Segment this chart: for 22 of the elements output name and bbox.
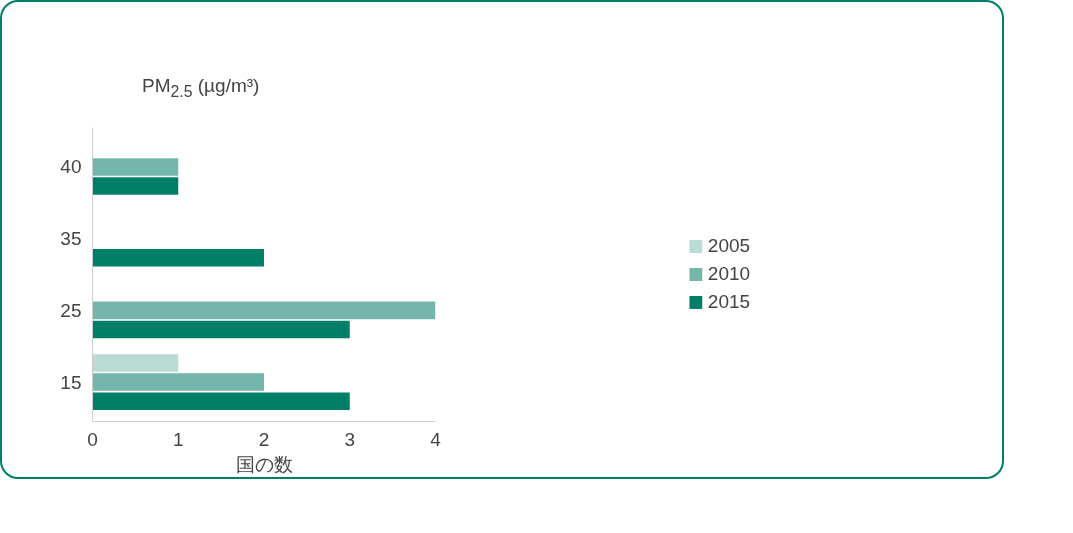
y-axis-title: PM$_{2.5}$ (µg/m³) <box>142 74 260 102</box>
y-tick-label: 40 <box>60 156 82 178</box>
x-tick-label: 0 <box>87 428 98 450</box>
x-tick-label: 4 <box>430 428 442 450</box>
bar <box>92 392 350 410</box>
bar <box>92 301 436 320</box>
legend-label: 2005 <box>707 235 751 257</box>
y-tick-label: 35 <box>60 228 82 250</box>
bar <box>92 320 350 339</box>
legend-label: 2015 <box>707 291 751 313</box>
bar <box>92 158 179 176</box>
x-tick-label: 1 <box>172 428 184 450</box>
bar <box>92 248 264 267</box>
x-axis-title: 国の数 <box>235 453 293 475</box>
x-tick-label: 2 <box>258 428 270 450</box>
y-tick-label: 25 <box>60 299 82 321</box>
bar <box>92 373 264 391</box>
bar <box>92 177 179 195</box>
y-tick-label: 15 <box>60 371 82 393</box>
bar <box>92 354 179 372</box>
x-tick-label: 3 <box>344 428 356 450</box>
legend-label: 2010 <box>707 263 751 285</box>
